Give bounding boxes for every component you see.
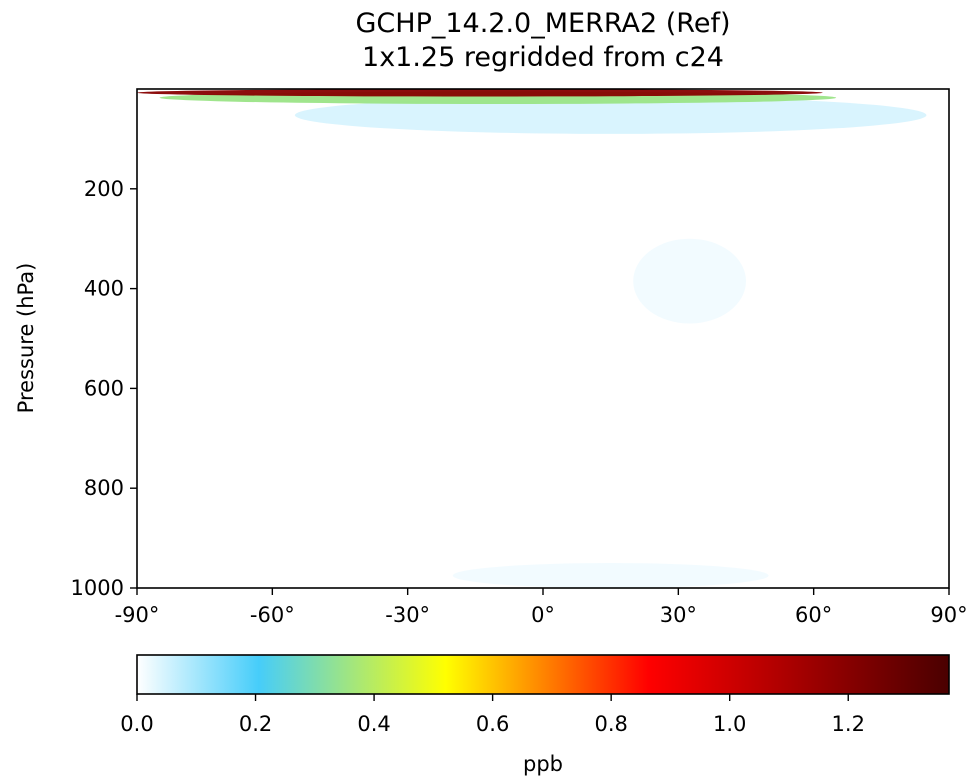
x-tick-label: 60° (795, 603, 832, 627)
x-tick-label: -30° (385, 603, 430, 627)
x-tick-label: 90° (930, 603, 967, 627)
y-tick-label: 800 (84, 476, 124, 500)
heatmap-feature (633, 238, 746, 324)
x-tick-label: -60° (250, 603, 295, 627)
x-tick-label: 30° (660, 603, 697, 627)
y-tick-label: 200 (84, 177, 124, 201)
colorbar-tick-label: 1.0 (713, 712, 746, 736)
colorbar-tick-label: 0.8 (594, 712, 627, 736)
colorbar-axis: 0.0 0.2 0.4 0.6 0.8 1.0 1.2 (120, 694, 865, 736)
colorbar-tick-label: 1.2 (832, 712, 865, 736)
chart-subtitle: 1x1.25 regridded from c24 (362, 42, 724, 73)
x-tick-label: -90° (115, 603, 160, 627)
y-axis-label: Pressure (hPa) (14, 263, 38, 414)
x-tick-label: 0° (531, 603, 555, 627)
x-axis: -90° -60° -30° 0° 30° 60° 90° (115, 588, 968, 627)
y-tick-label: 400 (84, 277, 124, 301)
heatmap-field (137, 89, 927, 588)
plot-frame (136, 88, 950, 589)
colorbar (136, 654, 950, 695)
heatmap-feature (294, 96, 927, 134)
y-axis: 200 400 600 800 1000 (71, 177, 137, 600)
chart-title: GCHP_14.2.0_MERRA2 (Ref) (355, 8, 731, 39)
colorbar-tick-label: 0.2 (239, 712, 272, 736)
colorbar-label: ppb (523, 752, 563, 776)
colorbar-tick-label: 0.4 (357, 712, 390, 736)
heatmap-feature (452, 563, 769, 588)
y-tick-label: 1000 (71, 576, 124, 600)
colorbar-tick-label: 0.0 (120, 712, 153, 736)
heatmap-feature (137, 89, 823, 97)
y-tick-label: 600 (84, 376, 124, 400)
colorbar-tick-label: 0.6 (476, 712, 509, 736)
